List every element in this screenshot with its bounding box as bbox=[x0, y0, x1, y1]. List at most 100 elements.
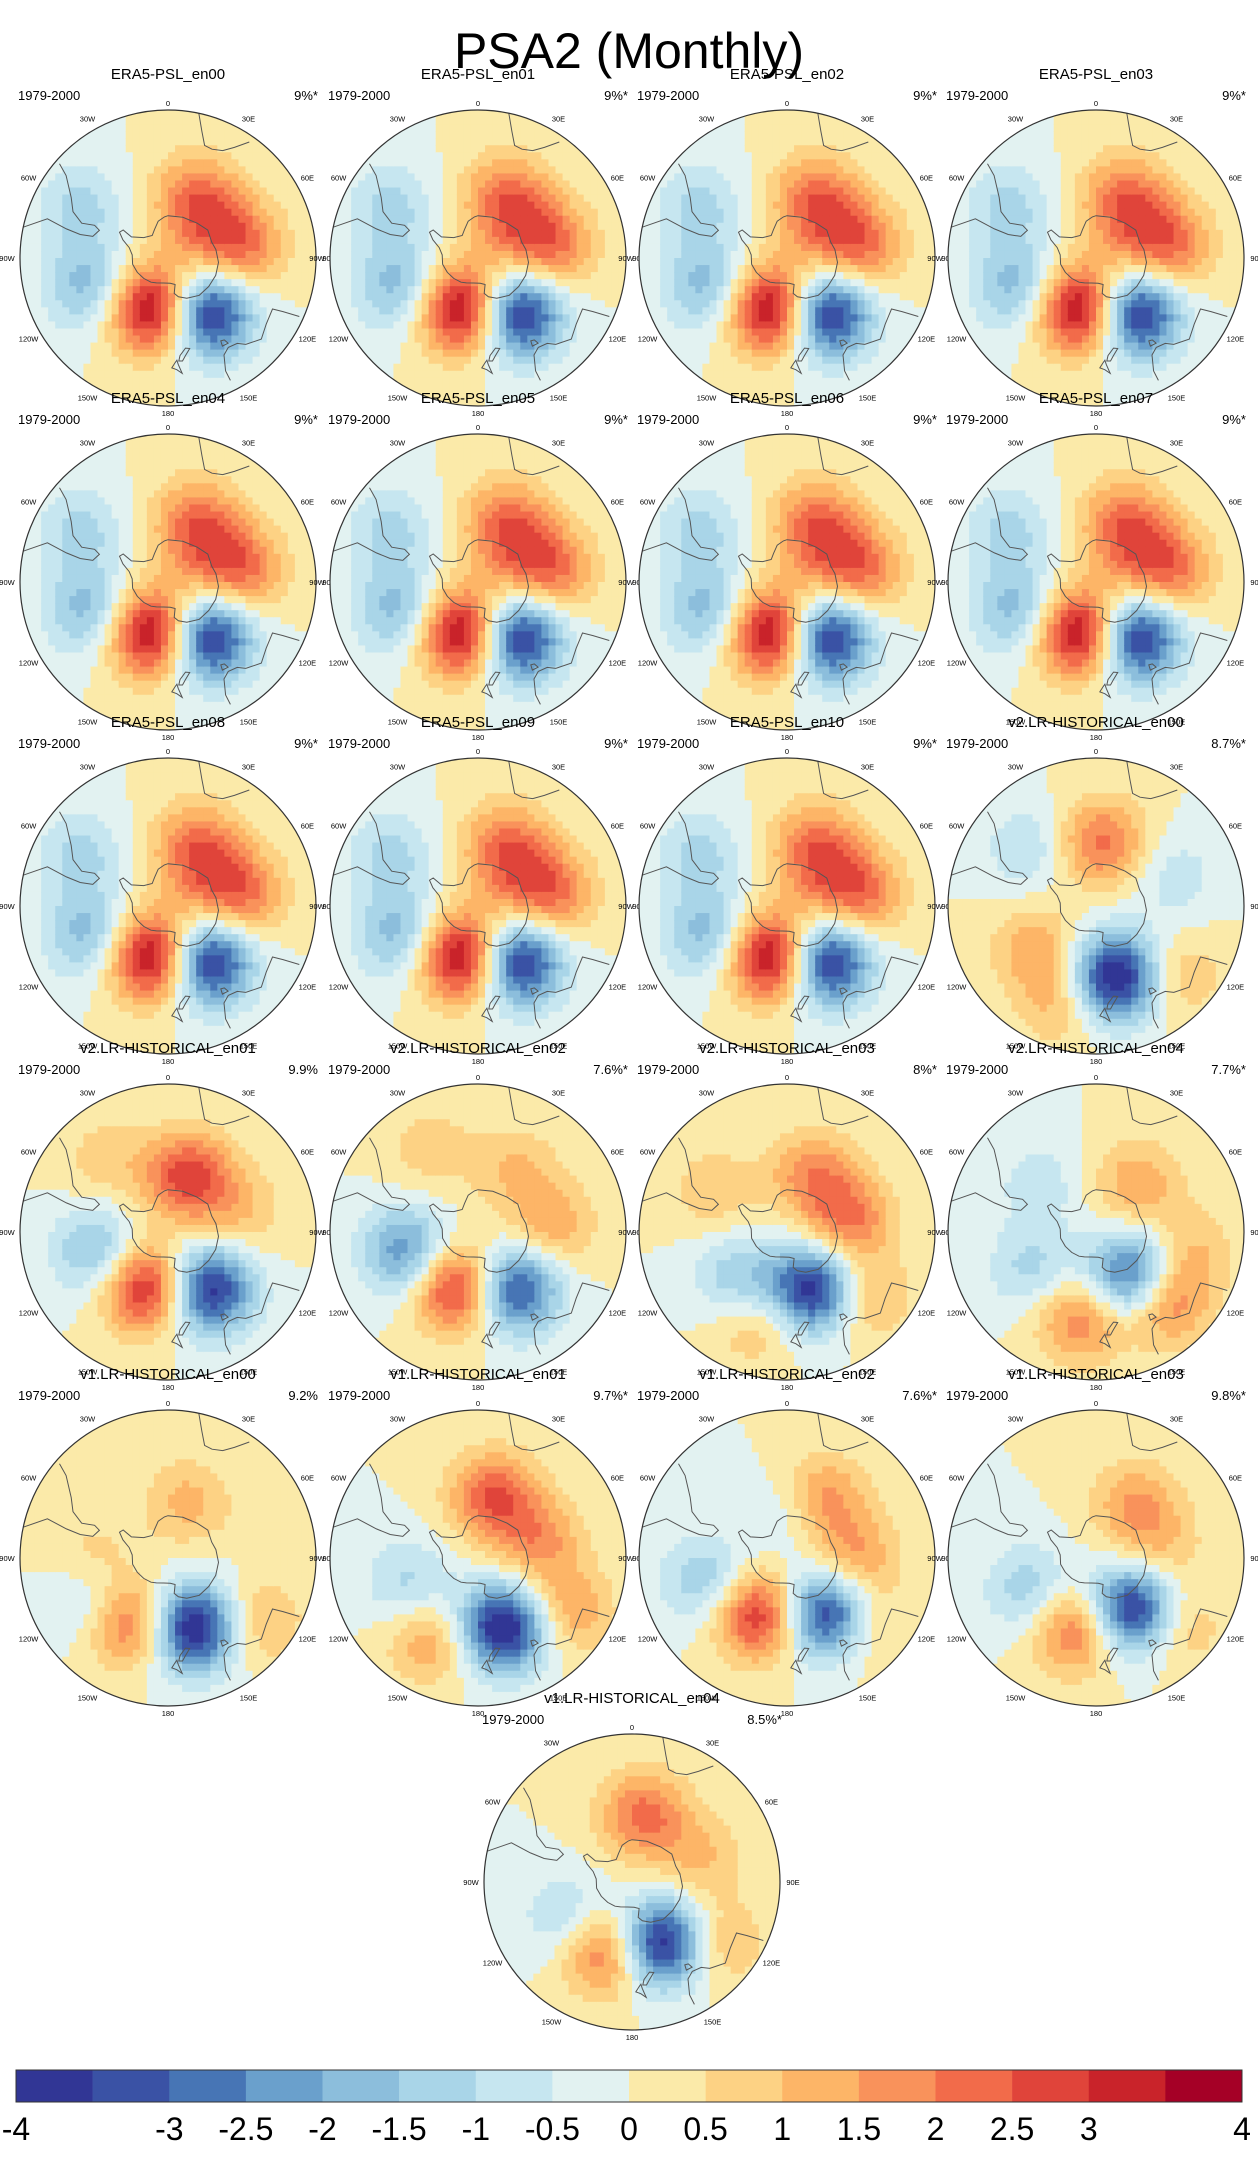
longitude-label: 60W bbox=[485, 1798, 501, 1807]
map-border bbox=[638, 1083, 936, 1381]
longitude-label: 0 bbox=[166, 1073, 170, 1082]
panel-title: ERA5-PSL_en08 bbox=[111, 714, 225, 731]
longitude-label: 150W bbox=[78, 1041, 99, 1050]
longitude-label: 150W bbox=[1006, 393, 1027, 402]
longitude-label: 60W bbox=[21, 1474, 37, 1483]
colorbar-swatch bbox=[399, 2070, 477, 2102]
longitude-label: 60E bbox=[920, 822, 933, 831]
longitude-label: 60W bbox=[949, 174, 965, 183]
colorbar-swatch bbox=[782, 2070, 860, 2102]
longitude-label: 30W bbox=[699, 1415, 715, 1424]
longitude-label: 90E bbox=[1250, 254, 1258, 263]
longitude-label: 60E bbox=[301, 498, 314, 507]
longitude-label: 120E bbox=[918, 1309, 936, 1318]
longitude-label: 180 bbox=[1090, 1383, 1103, 1392]
colorbar-swatch bbox=[322, 2070, 400, 2102]
longitude-label: 30E bbox=[861, 763, 874, 772]
coastlines bbox=[951, 437, 1228, 705]
map-border bbox=[638, 1409, 936, 1707]
longitude-label: 60W bbox=[640, 1148, 656, 1157]
panel-title: ERA5-PSL_en07 bbox=[1039, 390, 1153, 407]
contour-field bbox=[330, 1410, 626, 1706]
longitude-label: 120W bbox=[329, 983, 350, 992]
longitude-label: 60E bbox=[1229, 1148, 1242, 1157]
contour-field bbox=[330, 110, 626, 406]
panel-title: v1.LR-HISTORICAL_en04 bbox=[544, 1690, 720, 1707]
longitude-label: 180 bbox=[162, 1709, 175, 1718]
colorbar-swatch bbox=[705, 2070, 783, 2102]
longitude-label: 90W bbox=[309, 1554, 325, 1563]
contour-field bbox=[20, 110, 316, 406]
longitude-label: 30W bbox=[1008, 439, 1024, 448]
panel-variance: 9.8%* bbox=[1211, 1388, 1246, 1403]
coastlines bbox=[23, 1087, 300, 1355]
longitude-label: 120E bbox=[918, 335, 936, 344]
panel-variance: 9%* bbox=[294, 736, 318, 751]
longitude-label: 150W bbox=[1006, 717, 1027, 726]
longitude-label: 150W bbox=[697, 1367, 718, 1376]
longitude-label: 90E bbox=[1250, 902, 1258, 911]
longitude-label: 150E bbox=[240, 717, 258, 726]
longitude-label: 180 bbox=[781, 1057, 794, 1066]
panel-variance: 8.5%* bbox=[747, 1712, 782, 1727]
longitude-label: 60E bbox=[920, 498, 933, 507]
longitude-label: 120E bbox=[1227, 1635, 1245, 1644]
coastlines bbox=[23, 437, 300, 705]
coastlines bbox=[951, 113, 1228, 381]
panel-title: v1.LR-HISTORICAL_en01 bbox=[390, 1366, 566, 1383]
longitude-label: 0 bbox=[476, 423, 480, 432]
longitude-label: 30W bbox=[699, 763, 715, 772]
contour-field bbox=[948, 1084, 1244, 1380]
longitude-label: 120W bbox=[483, 1959, 504, 1968]
panel-title: ERA5-PSL_en00 bbox=[111, 66, 225, 83]
longitude-label: 30E bbox=[861, 1415, 874, 1424]
longitude-label: 90E bbox=[322, 1554, 335, 1563]
longitude-label: 150W bbox=[78, 393, 99, 402]
longitude-label: 60W bbox=[331, 1474, 347, 1483]
longitude-label: 150W bbox=[78, 1367, 99, 1376]
longitude-label: 150W bbox=[388, 717, 409, 726]
longitude-label: 120W bbox=[329, 335, 350, 344]
panel-variance: 9%* bbox=[604, 736, 628, 751]
longitude-label: 30W bbox=[1008, 1415, 1024, 1424]
longitude-label: 120E bbox=[609, 659, 627, 668]
longitude-label: 180 bbox=[472, 1057, 485, 1066]
longitude-label: 120E bbox=[299, 983, 317, 992]
map-border bbox=[329, 433, 627, 731]
longitude-label: 30W bbox=[80, 115, 96, 124]
longitude-label: 60E bbox=[301, 1148, 314, 1157]
longitude-label: 150W bbox=[542, 2017, 563, 2026]
panel-variance: 9%* bbox=[294, 412, 318, 427]
contour-field bbox=[330, 758, 626, 1054]
longitude-label: 60W bbox=[21, 822, 37, 831]
longitude-label: 90W bbox=[927, 578, 943, 587]
longitude-label: 30W bbox=[390, 1089, 406, 1098]
longitude-label: 120W bbox=[329, 1635, 350, 1644]
colorbar-swatch bbox=[475, 2070, 553, 2102]
longitude-label: 120W bbox=[19, 1635, 40, 1644]
panel-period: 1979-2000 bbox=[637, 88, 699, 103]
contour-field bbox=[330, 1084, 626, 1380]
coastlines bbox=[333, 437, 610, 705]
map-panel: ERA5-PSL_en01 1979-2000 9%* 0 30E 60E 90E 120E 1… bbox=[309, 66, 645, 418]
colorbar-border bbox=[15, 2069, 1243, 2103]
longitude-label: 120W bbox=[329, 1309, 350, 1318]
longitude-label: 30E bbox=[1170, 1415, 1183, 1424]
panel-title: ERA5-PSL_en01 bbox=[421, 66, 535, 83]
longitude-label: 180 bbox=[1090, 1709, 1103, 1718]
longitude-label: 120W bbox=[947, 659, 968, 668]
longitude-label: 120W bbox=[947, 335, 968, 344]
panel-title: v2.LR-HISTORICAL_en01 bbox=[80, 1040, 256, 1057]
longitude-label: 120W bbox=[947, 983, 968, 992]
longitude-label: 90W bbox=[463, 1878, 479, 1887]
map-border bbox=[19, 1083, 317, 1381]
longitude-label: 90W bbox=[0, 1554, 16, 1563]
panel-period: 1979-2000 bbox=[946, 1388, 1008, 1403]
longitude-label: 30W bbox=[80, 763, 96, 772]
longitude-label: 90W bbox=[618, 1228, 634, 1237]
panel-period: 1979-2000 bbox=[328, 1062, 390, 1077]
longitude-label: 60E bbox=[611, 174, 624, 183]
longitude-label: 150E bbox=[550, 1693, 568, 1702]
